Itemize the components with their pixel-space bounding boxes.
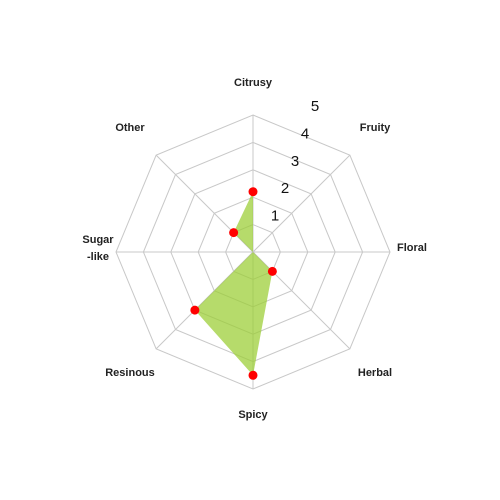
data-point-6	[190, 305, 200, 315]
axis-label-herbal: Herbal	[358, 367, 392, 379]
axis-label-fruity: Fruity	[360, 122, 391, 134]
tick-label-2: 2	[281, 180, 289, 197]
series-area-1	[194, 191, 273, 376]
data-point-5	[248, 370, 258, 380]
radar-markers	[190, 187, 277, 380]
axis-label-citrusy: Citrusy	[234, 77, 273, 89]
axis-label-spicy: Spicy	[238, 409, 268, 421]
axis-labels: Citrusy Fruity Floral Herbal Spicy Resinous Su…	[82, 77, 427, 421]
data-point-4	[267, 266, 277, 276]
tick-label-4: 4	[301, 125, 309, 142]
axis-label-floral: Floral	[397, 242, 427, 254]
radar-series	[194, 191, 273, 376]
data-point-1	[248, 187, 258, 197]
axis-label-other: Other	[115, 122, 145, 134]
tick-label-3: 3	[291, 153, 299, 170]
axis-label-sugar-like: Sugar -like	[82, 234, 114, 263]
data-point-8	[229, 228, 239, 238]
tick-label-1: 1	[271, 208, 279, 225]
grid-spoke-2	[252, 154, 351, 253]
axis-label-resinous: Resinous	[105, 367, 155, 379]
tick-label-5: 5	[311, 98, 319, 115]
